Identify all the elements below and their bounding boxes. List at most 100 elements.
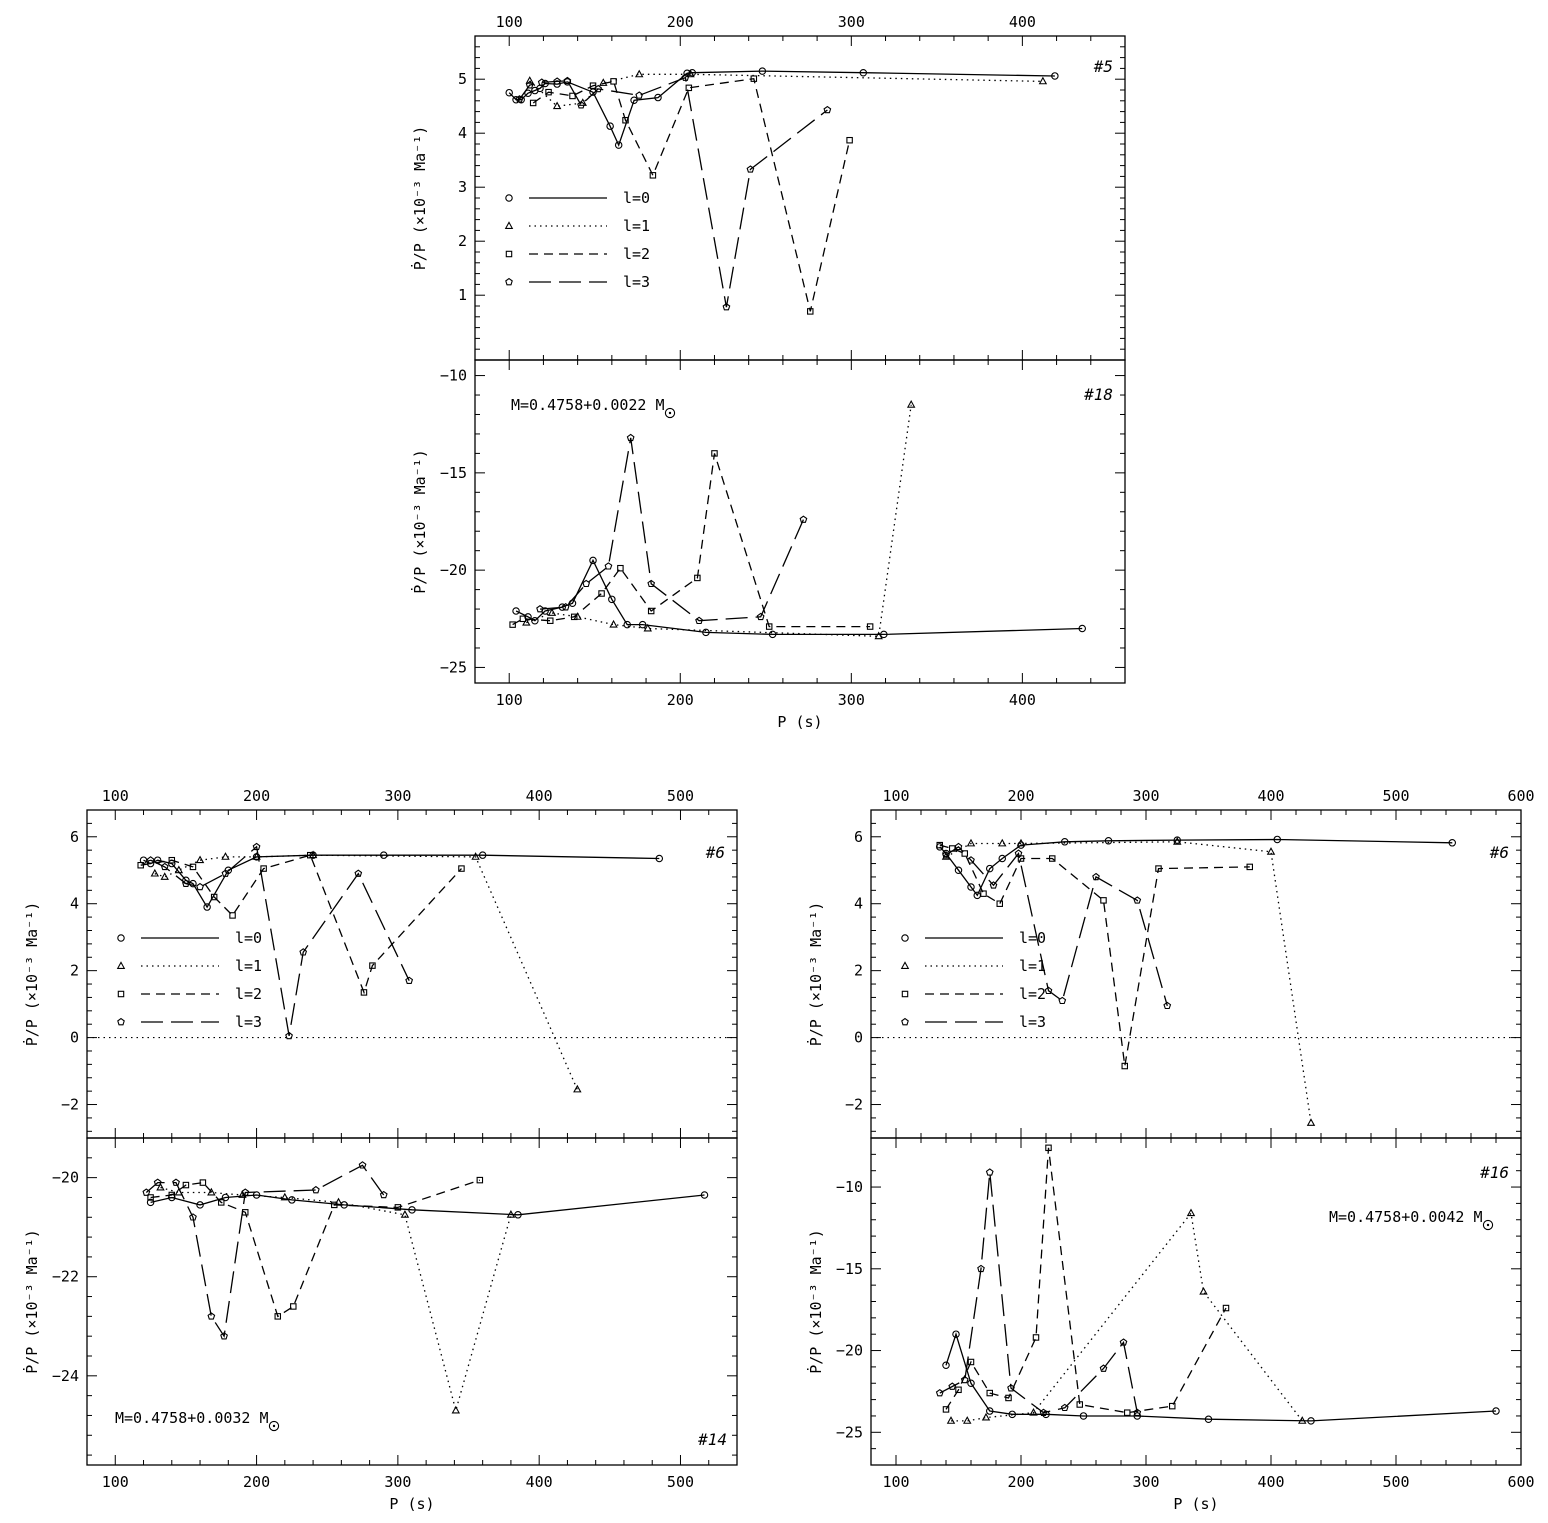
x-tick-label: 600 bbox=[1507, 1473, 1534, 1491]
data-point-l0 bbox=[608, 595, 616, 604]
data-point-l0 bbox=[512, 607, 520, 615]
legend-label: l=2 bbox=[623, 245, 650, 263]
data-point-l3 bbox=[189, 1213, 197, 1221]
data-point-l3 bbox=[967, 856, 975, 864]
data-point-l0 bbox=[1051, 72, 1059, 80]
data-point-l2 bbox=[1005, 1394, 1012, 1402]
y-tick-label: −22 bbox=[52, 1268, 79, 1286]
data-point-l2 bbox=[1155, 865, 1162, 872]
data-point-l2 bbox=[685, 84, 693, 92]
data-point-l0 bbox=[952, 1330, 960, 1338]
data-point-l3 bbox=[160, 862, 169, 871]
data-point-l2 bbox=[189, 863, 197, 871]
series-line-l2 bbox=[150, 1179, 481, 1318]
data-point-l0 bbox=[541, 79, 549, 88]
data-point-l3 bbox=[252, 842, 261, 851]
data-point-l2 bbox=[519, 615, 527, 623]
data-point-l3 bbox=[146, 856, 155, 864]
data-point-l2 bbox=[996, 900, 1003, 907]
series-line-l0 bbox=[515, 558, 1083, 636]
data-point-l3 bbox=[577, 101, 585, 109]
data-point-l2 bbox=[1124, 1409, 1131, 1416]
data-point-l3 bbox=[960, 1375, 969, 1384]
data-point-l0 bbox=[505, 88, 513, 97]
x-tick-label: 500 bbox=[1382, 787, 1409, 805]
y-tick-label: 4 bbox=[458, 124, 467, 142]
series-line-l2 bbox=[939, 844, 1250, 1067]
panel-c-bottom bbox=[870, 1137, 1522, 1466]
data-point-l2 bbox=[274, 1313, 282, 1320]
data-point-l2 bbox=[210, 893, 218, 901]
data-point-l3 bbox=[635, 91, 644, 99]
data-point-l3 bbox=[1058, 996, 1067, 1005]
data-point-l2 bbox=[1246, 863, 1254, 871]
data-point-l0 bbox=[638, 620, 647, 629]
series-line-l1 bbox=[945, 841, 1312, 1123]
data-point-l0 bbox=[630, 96, 638, 105]
data-point-l3 bbox=[153, 1178, 162, 1186]
legend-label: l=3 bbox=[623, 273, 650, 291]
plot-frame bbox=[870, 1137, 1522, 1466]
data-point-l1 bbox=[981, 1412, 991, 1421]
y-tick-label: 5 bbox=[458, 70, 467, 88]
data-point-l1 bbox=[547, 608, 557, 616]
data-point-l3 bbox=[626, 433, 635, 442]
x-axis-label: P (s) bbox=[1173, 1495, 1218, 1513]
data-point-l1 bbox=[506, 1210, 516, 1218]
y-tick-label: −25 bbox=[836, 1423, 863, 1441]
data-point-l2 bbox=[182, 1181, 190, 1189]
x-tick-label: 400 bbox=[526, 787, 553, 805]
legend-label: l=1 bbox=[1019, 957, 1046, 975]
data-point-l3 bbox=[553, 77, 561, 85]
data-point-l3 bbox=[563, 76, 572, 85]
y-tick-label: 6 bbox=[854, 828, 863, 846]
data-point-l3 bbox=[241, 1188, 250, 1196]
series-line-l3 bbox=[939, 1172, 1138, 1414]
data-point-l0 bbox=[1173, 836, 1182, 844]
data-point-l3 bbox=[1133, 1408, 1142, 1416]
y-axis-label: Ṗ/P (×10⁻³ Ma⁻¹) bbox=[410, 126, 429, 271]
data-point-l1 bbox=[874, 631, 883, 640]
x-tick-label: 100 bbox=[496, 691, 523, 709]
data-point-l2 bbox=[980, 890, 987, 897]
data-point-l2 bbox=[1045, 1144, 1052, 1152]
data-point-l2 bbox=[955, 1386, 962, 1394]
x-tick-label: 300 bbox=[1132, 787, 1159, 805]
data-point-l3 bbox=[746, 165, 755, 173]
data-point-l3 bbox=[935, 1389, 944, 1397]
data-point-l2 bbox=[360, 989, 368, 996]
data-point-l0 bbox=[524, 613, 532, 621]
data-point-l1 bbox=[280, 1192, 290, 1201]
data-point-l2 bbox=[610, 78, 617, 85]
series-line-l2 bbox=[532, 77, 851, 312]
panel-b-top bbox=[86, 809, 738, 1139]
series-line-l3 bbox=[539, 437, 804, 622]
data-point-l3 bbox=[358, 1161, 367, 1169]
legend-label: l=0 bbox=[235, 929, 262, 947]
data-point-l3 bbox=[604, 562, 613, 570]
data-point-l2 bbox=[694, 574, 701, 582]
y-axis-label: Ṗ/P (×10⁻³ Ma⁻¹) bbox=[22, 1229, 41, 1374]
x-tick-label: 200 bbox=[667, 13, 694, 31]
data-point-l0 bbox=[1307, 1417, 1315, 1425]
legend-label: l=0 bbox=[623, 189, 650, 207]
data-point-l3 bbox=[695, 616, 703, 625]
plot-frame bbox=[474, 359, 1126, 684]
data-point-l3 bbox=[647, 579, 656, 588]
data-point-l0 bbox=[768, 630, 777, 639]
data-point-l1 bbox=[522, 617, 531, 626]
data-point-l1 bbox=[573, 1084, 582, 1093]
legend-marker-l2 bbox=[117, 990, 125, 998]
data-point-l3 bbox=[142, 1188, 151, 1196]
data-point-l2 bbox=[967, 1358, 975, 1366]
data-point-l1 bbox=[174, 865, 184, 874]
legend-marker-l2 bbox=[505, 250, 513, 258]
plot-frame bbox=[86, 809, 738, 1139]
data-point-l0 bbox=[606, 122, 614, 130]
y-tick-label: 2 bbox=[854, 962, 863, 980]
data-point-l0 bbox=[614, 141, 623, 149]
data-point-l0 bbox=[379, 851, 388, 859]
data-point-l1 bbox=[1029, 1407, 1038, 1416]
data-point-l2 bbox=[290, 1303, 297, 1310]
data-point-l0 bbox=[196, 1201, 204, 1209]
